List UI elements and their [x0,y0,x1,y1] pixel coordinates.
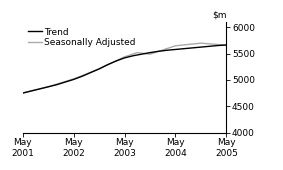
Trend [38,88,41,90]
Trend [208,45,211,47]
Trend [191,47,194,49]
Trend [174,48,177,50]
Trend [123,57,126,59]
Trend [182,48,186,50]
Trend [97,68,101,70]
Trend [140,53,143,55]
Trend [148,52,152,54]
Seasonally Adjusted [46,86,50,88]
Trend [72,78,75,80]
Trend [21,92,24,94]
Seasonally Adjusted [72,78,75,80]
Trend [63,81,67,83]
Legend: Trend, Seasonally Adjusted: Trend, Seasonally Adjusted [27,27,137,48]
Seasonally Adjusted [123,56,126,58]
Trend [131,55,135,57]
Trend [80,75,84,77]
Trend [216,45,220,47]
Seasonally Adjusted [225,44,228,46]
Seasonally Adjusted [136,52,139,54]
Trend [199,46,203,48]
Trend [55,84,58,86]
Line: Seasonally Adjusted: Seasonally Adjusted [23,43,226,93]
Seasonally Adjusted [21,92,24,94]
Seasonally Adjusted [148,53,152,55]
Trend [29,90,33,92]
Trend [106,64,109,66]
Seasonally Adjusted [174,45,177,47]
Trend [46,86,50,88]
Line: Trend: Trend [23,45,226,93]
Trend [114,60,118,62]
Trend [225,44,228,46]
Seasonally Adjusted [97,68,101,70]
Seasonally Adjusted [199,42,203,44]
Trend [89,72,92,74]
Text: $m: $m [212,11,226,20]
Trend [157,50,160,52]
Trend [165,49,169,51]
